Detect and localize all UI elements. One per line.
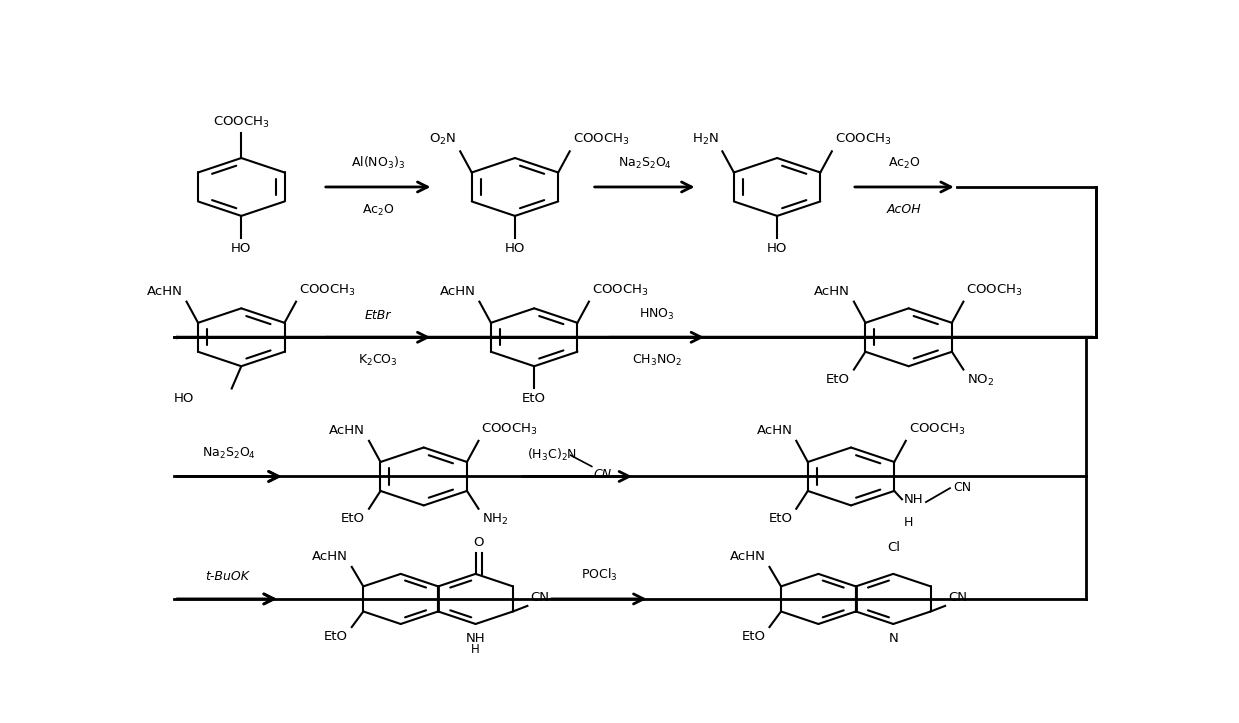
Text: $\rm Na_2S_2O_4$: $\rm Na_2S_2O_4$	[617, 156, 672, 171]
Text: $\rm COOCH_3$: $\rm COOCH_3$	[482, 422, 538, 437]
Text: HO: HO	[767, 242, 787, 255]
Text: HO: HO	[232, 242, 252, 255]
Text: EtBr: EtBr	[364, 309, 392, 322]
Text: AcHN: AcHN	[757, 424, 793, 437]
Text: AcHN: AcHN	[146, 285, 182, 298]
Text: $\rm COOCH_3$: $\rm COOCH_3$	[572, 132, 629, 147]
Text: O: O	[473, 536, 483, 549]
Text: $\rm HNO_3$: $\rm HNO_3$	[639, 307, 674, 322]
Text: HO: HO	[504, 242, 525, 255]
Text: $\rm (H_3C)_2N$: $\rm (H_3C)_2N$	[528, 446, 577, 463]
Text: AcOH: AcOH	[887, 202, 922, 215]
Text: HO: HO	[173, 393, 193, 406]
Text: $\rm K_2CO_3$: $\rm K_2CO_3$	[358, 353, 398, 368]
Text: $\rm CH_3NO_2$: $\rm CH_3NO_2$	[632, 353, 681, 368]
Text: CN: CN	[953, 481, 971, 494]
Text: NH: NH	[904, 493, 923, 506]
Text: H: H	[471, 643, 479, 656]
Text: $\rm Na_2S_2O_4$: $\rm Na_2S_2O_4$	[202, 446, 256, 461]
Text: $\rm NO_2$: $\rm NO_2$	[968, 373, 995, 388]
Text: $\rm Ac_2O$: $\rm Ac_2O$	[888, 156, 921, 171]
Text: AcHN: AcHN	[330, 424, 366, 437]
Text: $\rm Al(NO_3)_3$: $\rm Al(NO_3)_3$	[351, 155, 405, 171]
Text: EtO: EtO	[742, 630, 766, 643]
Text: $\rm COOCH_3$: $\rm COOCH_3$	[592, 283, 648, 298]
Text: AcHN: AcHN	[312, 550, 348, 563]
Text: $\rm COOCH_3$: $\rm COOCH_3$	[908, 422, 965, 437]
Text: AcHN: AcHN	[440, 285, 476, 298]
Text: NH: NH	[466, 633, 486, 646]
Text: t-BuOK: t-BuOK	[204, 570, 249, 583]
Text: CN: CN	[948, 591, 966, 604]
Text: EtO: EtO	[522, 393, 546, 406]
Text: H: H	[904, 516, 913, 529]
Text: AcHN: AcHN	[730, 550, 766, 563]
Text: $\rm COOCH_3$: $\rm COOCH_3$	[299, 283, 356, 298]
Text: $\rm COOCH_3$: $\rm COOCH_3$	[966, 283, 1023, 298]
Text: $\rm COOCH_3$: $\rm COOCH_3$	[213, 115, 270, 130]
Text: EtO: EtO	[341, 512, 366, 525]
Text: $\rm POCl_3$: $\rm POCl_3$	[581, 568, 617, 583]
Text: $\rm Ac_2O$: $\rm Ac_2O$	[362, 202, 394, 218]
Text: CN: CN	[530, 591, 549, 604]
Text: CN: CN	[593, 468, 612, 481]
Text: AcHN: AcHN	[814, 285, 850, 298]
Text: EtO: EtO	[323, 630, 348, 643]
Text: $\rm O_2N$: $\rm O_2N$	[429, 132, 456, 147]
Text: EtO: EtO	[826, 373, 850, 386]
Text: $\rm COOCH_3$: $\rm COOCH_3$	[835, 132, 891, 147]
Text: Cl: Cl	[887, 542, 900, 555]
Text: N: N	[888, 633, 898, 646]
Text: EtO: EtO	[768, 512, 793, 525]
Text: $\rm H_2N$: $\rm H_2N$	[691, 132, 719, 147]
Text: $\rm NH_2$: $\rm NH_2$	[482, 512, 509, 527]
